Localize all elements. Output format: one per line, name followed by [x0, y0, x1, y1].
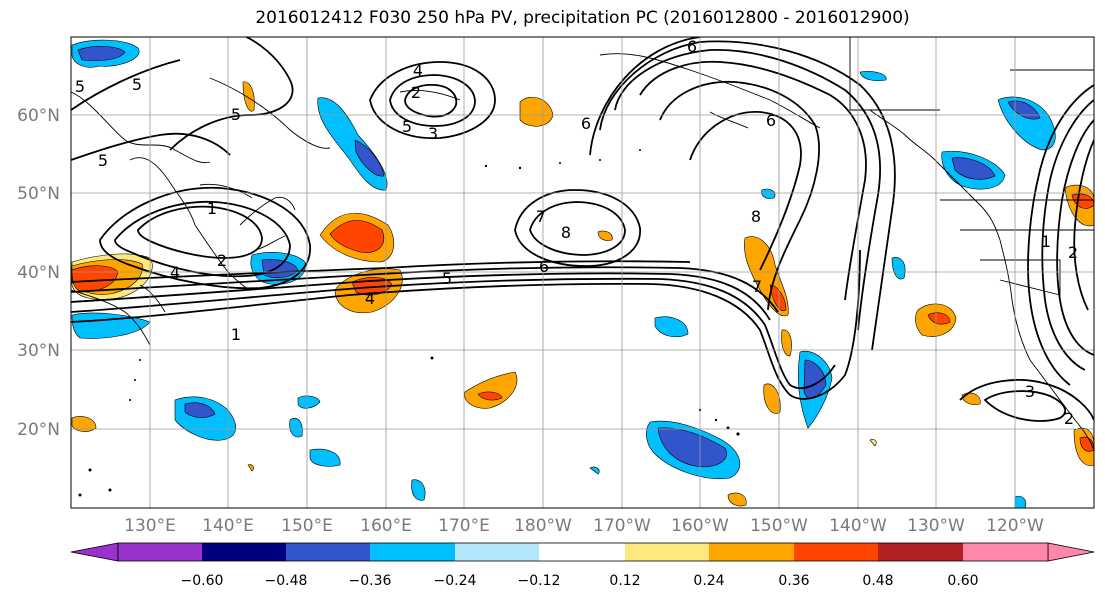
colorbar-segment	[625, 543, 709, 561]
contour-label: 6	[766, 111, 776, 130]
lon-label: 170°W	[593, 516, 651, 536]
colorbar-max-extension	[1047, 542, 1095, 562]
colorbar-segment	[455, 543, 539, 561]
longitude-labels: 130°E 140°E 150°E 160°E 170°E 180°W 170°…	[124, 516, 1044, 536]
contour-label: 2	[217, 251, 227, 270]
contour-label: 7	[752, 277, 762, 296]
colorbar-segment	[794, 543, 878, 561]
colorbar-segment	[878, 543, 963, 561]
contour-label: 5	[402, 117, 412, 136]
colorbar-segment	[202, 543, 286, 561]
contour-label: 4	[365, 289, 375, 308]
contour-label: 2	[1064, 409, 1074, 428]
contour-label: 1	[1041, 232, 1051, 251]
colorbar: −0.60 −0.48 −0.36 −0.24 −0.12 0.12 0.24 …	[70, 542, 1095, 589]
contour-label: 2	[1068, 243, 1078, 262]
colorbar-segment	[286, 543, 370, 561]
contour-label: 6	[687, 37, 697, 56]
lon-label: 180°W	[514, 516, 572, 536]
colorbar-tick-label: 0.24	[693, 573, 724, 589]
coastlines	[71, 37, 1094, 451]
precipitation-shading	[71, 39, 1094, 508]
contour-label: 3	[1025, 382, 1035, 401]
contour-label: 8	[751, 207, 761, 226]
lon-label: 120°W	[986, 516, 1044, 536]
lon-label: 170°E	[438, 516, 490, 536]
lat-label: 30°N	[17, 341, 60, 361]
contour-label: 5	[98, 151, 108, 170]
colorbar-min-extension	[70, 542, 119, 562]
contour-label: 5	[75, 77, 85, 96]
contour-label: 5	[231, 105, 241, 124]
latitude-labels: 60°N 50°N 40°N 30°N 20°N	[17, 106, 60, 440]
colorbar-segment	[963, 543, 1048, 561]
contour-label: 5	[132, 75, 142, 94]
contour-label: 4	[170, 263, 180, 282]
colorbar-segment	[370, 543, 455, 561]
colorbar-tick-label: −0.60	[181, 573, 224, 589]
contour-label: 6	[539, 257, 549, 276]
colorbar-tick-label: 0.48	[862, 573, 893, 589]
lat-label: 50°N	[17, 184, 60, 204]
contour-label: 1	[231, 325, 241, 344]
colorbar-segment	[118, 543, 202, 561]
lon-label: 160°E	[360, 516, 412, 536]
colorbar-tick-label: 0.60	[947, 573, 978, 589]
pv-contours	[71, 37, 1094, 422]
colorbar-segment	[709, 543, 794, 561]
lon-label: 160°W	[671, 516, 729, 536]
contour-label: 1	[207, 199, 217, 218]
gridlines	[71, 37, 1094, 508]
chart-title: 2016012412 F030 250 hPa PV, precipitatio…	[255, 8, 910, 28]
colorbar-tick-label: −0.36	[349, 573, 392, 589]
lon-label: 130°E	[124, 516, 176, 536]
colorbar-outline	[117, 542, 1049, 562]
contour-label: 5	[442, 269, 452, 288]
map-border	[70, 36, 1095, 509]
contour-label: 7	[536, 207, 546, 226]
islands	[78, 149, 740, 497]
contour-label: 6	[581, 114, 591, 133]
contour-labels: 5 5 5 5 4 2 3 5 6 6 1 2 4 1 4 7 8 5 6 6 …	[75, 37, 1078, 428]
lon-label: 130°W	[907, 516, 965, 536]
lon-label: 140°W	[829, 516, 887, 536]
contour-label: 2	[411, 83, 421, 102]
lat-label: 40°N	[17, 263, 60, 283]
colorbar-segment	[539, 543, 625, 561]
contour-label: 3	[428, 124, 438, 143]
contour-label: 8	[561, 223, 571, 242]
lon-label: 150°E	[281, 516, 333, 536]
lon-label: 150°W	[750, 516, 808, 536]
colorbar-tick-label: −0.48	[265, 573, 308, 589]
lat-label: 20°N	[17, 420, 60, 440]
lat-label: 60°N	[17, 106, 60, 126]
colorbar-tick-label: 0.12	[609, 573, 640, 589]
colorbar-tick-label: 0.36	[778, 573, 809, 589]
colorbar-tick-label: −0.12	[518, 573, 561, 589]
colorbar-tick-label: −0.24	[434, 573, 477, 589]
contour-label: 4	[413, 61, 423, 80]
lon-label: 140°E	[202, 516, 254, 536]
